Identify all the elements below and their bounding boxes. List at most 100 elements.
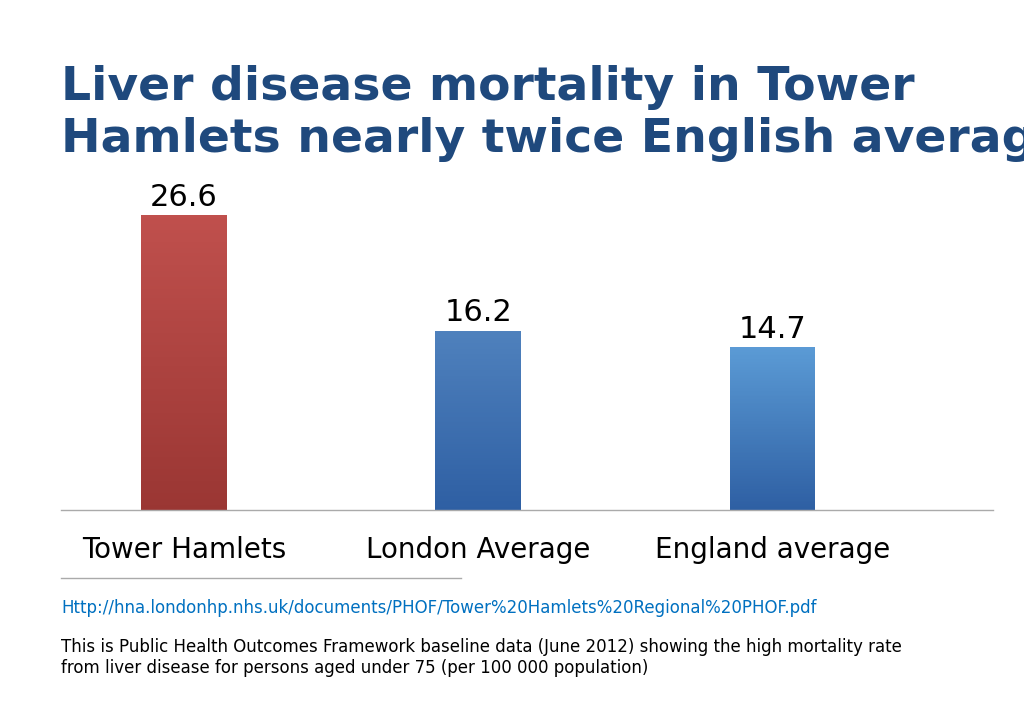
Bar: [435, 423, 521, 424]
Bar: [435, 393, 521, 396]
Bar: [141, 445, 227, 448]
Bar: [141, 404, 227, 407]
Bar: [141, 359, 227, 363]
Bar: [435, 474, 521, 476]
Bar: [730, 386, 815, 388]
Bar: [141, 330, 227, 333]
Bar: [730, 430, 815, 432]
Bar: [435, 399, 521, 401]
Bar: [141, 386, 227, 389]
Text: 16.2: 16.2: [444, 298, 512, 327]
Bar: [730, 352, 815, 354]
Bar: [730, 354, 815, 355]
Bar: [435, 507, 521, 508]
Text: 14.7: 14.7: [738, 315, 807, 344]
Bar: [141, 336, 227, 339]
Bar: [141, 280, 227, 283]
Bar: [141, 316, 227, 318]
Bar: [435, 415, 521, 417]
Bar: [730, 362, 815, 364]
Bar: [730, 447, 815, 448]
Bar: [435, 337, 521, 340]
Bar: [730, 376, 815, 378]
Bar: [730, 414, 815, 415]
Bar: [141, 268, 227, 271]
Bar: [730, 444, 815, 445]
Bar: [435, 333, 521, 334]
Bar: [435, 419, 521, 420]
Bar: [435, 417, 521, 419]
Bar: [435, 460, 521, 462]
Bar: [141, 481, 227, 484]
Bar: [141, 239, 227, 242]
Bar: [435, 476, 521, 478]
Bar: [435, 411, 521, 413]
Bar: [435, 349, 521, 350]
Bar: [730, 435, 815, 437]
Bar: [435, 458, 521, 460]
Bar: [141, 318, 227, 321]
Bar: [141, 392, 227, 395]
Bar: [435, 336, 521, 337]
Bar: [141, 259, 227, 262]
Bar: [730, 372, 815, 374]
Bar: [730, 423, 815, 424]
Bar: [435, 370, 521, 372]
Bar: [730, 408, 815, 409]
Bar: [141, 401, 227, 404]
Bar: [435, 503, 521, 505]
Bar: [730, 491, 815, 493]
Bar: [435, 457, 521, 458]
Bar: [730, 486, 815, 488]
Bar: [141, 407, 227, 410]
Bar: [730, 419, 815, 420]
Bar: [141, 508, 227, 510]
Bar: [141, 490, 227, 493]
Bar: [730, 471, 815, 473]
Bar: [435, 391, 521, 393]
Bar: [141, 354, 227, 357]
Bar: [141, 233, 227, 235]
Bar: [435, 363, 521, 364]
Bar: [730, 413, 815, 414]
Bar: [730, 406, 815, 408]
Bar: [730, 350, 815, 352]
Bar: [730, 474, 815, 476]
Bar: [435, 372, 521, 374]
Bar: [435, 377, 521, 379]
Bar: [730, 360, 815, 362]
Bar: [435, 433, 521, 435]
Bar: [435, 453, 521, 454]
Bar: [141, 484, 227, 487]
Bar: [435, 438, 521, 440]
Bar: [730, 460, 815, 462]
Bar: [435, 352, 521, 354]
Bar: [730, 391, 815, 393]
Bar: [730, 481, 815, 483]
Bar: [730, 458, 815, 460]
Bar: [141, 434, 227, 437]
Bar: [141, 428, 227, 430]
Bar: [435, 473, 521, 474]
Bar: [730, 455, 815, 457]
Bar: [730, 424, 815, 425]
Text: Liver disease mortality in Tower
Hamlets nearly twice English average: Liver disease mortality in Tower Hamlets…: [61, 65, 1024, 162]
Bar: [435, 442, 521, 444]
Bar: [141, 389, 227, 392]
Bar: [435, 428, 521, 430]
Bar: [435, 354, 521, 356]
Bar: [435, 368, 521, 370]
Bar: [730, 381, 815, 383]
Bar: [435, 431, 521, 433]
Bar: [141, 478, 227, 481]
Bar: [141, 505, 227, 508]
Bar: [730, 452, 815, 453]
Bar: [141, 224, 227, 227]
Bar: [141, 381, 227, 384]
Bar: [730, 476, 815, 478]
Bar: [141, 298, 227, 301]
Bar: [730, 403, 815, 404]
Bar: [141, 493, 227, 496]
Bar: [141, 377, 227, 381]
Bar: [435, 404, 521, 406]
